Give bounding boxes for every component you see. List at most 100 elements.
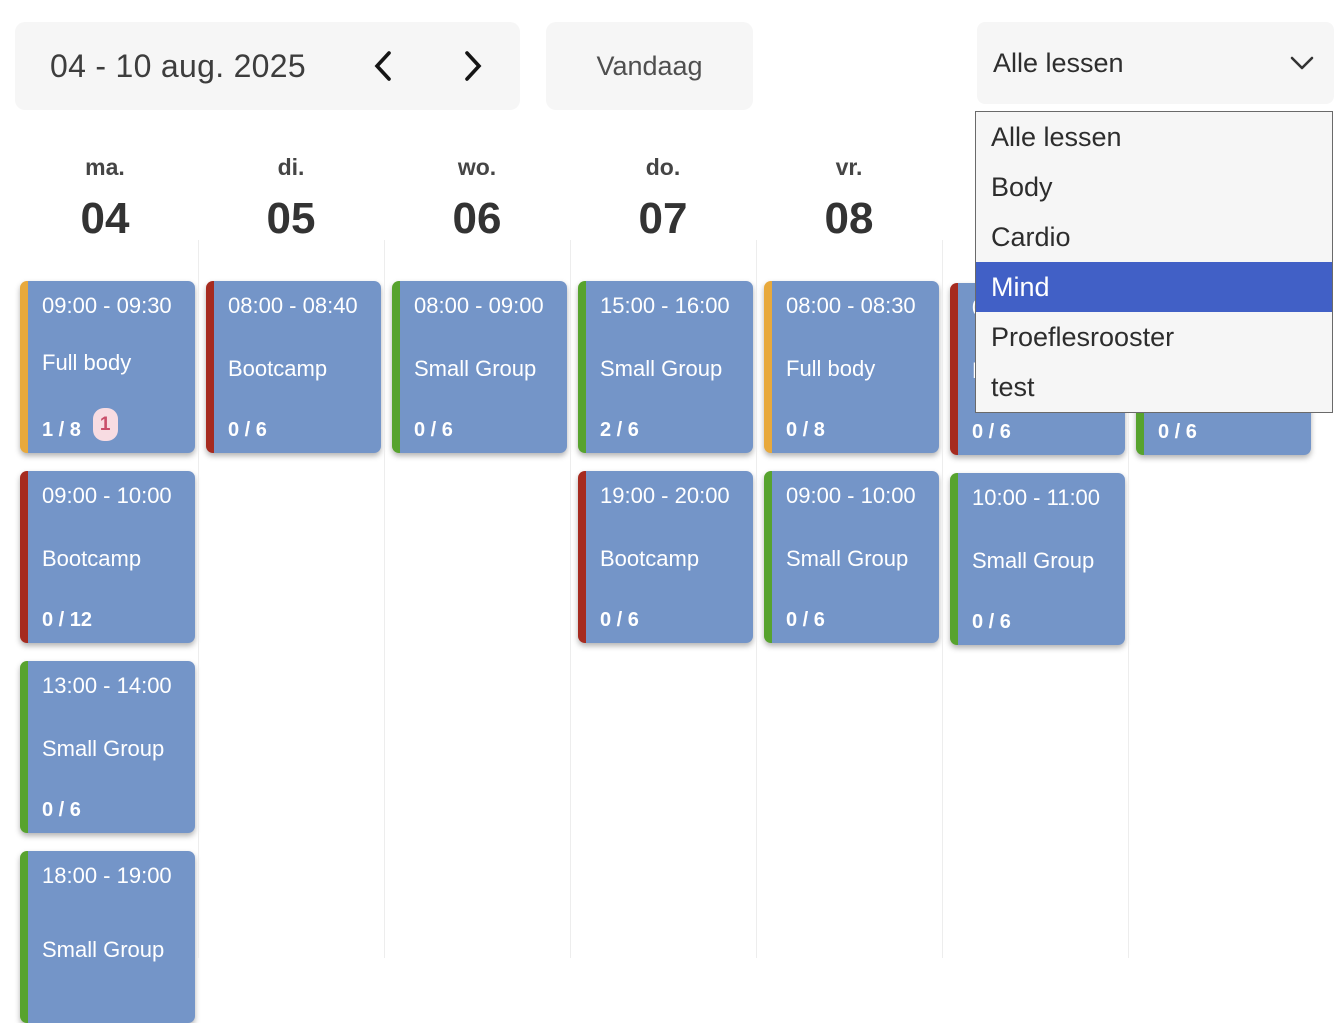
day-events: 08:00 - 08:30 Full body 0 / 8 09:00 - 10:00… [756, 261, 942, 643]
day-number: 08 [824, 194, 874, 243]
lesson-filter-dropdown: Alle lessen Body Cardio Mind Proeflesrooster… [975, 111, 1333, 413]
event-name: Bootcamp [42, 545, 142, 571]
event-time: 18:00 - 19:00 [42, 863, 172, 888]
event-capacity-row: 0 / 8 [786, 419, 931, 441]
event-card[interactable]: 08:00 - 09:00 Small Group 0 / 6 [392, 281, 567, 453]
event-time: 08:00 - 08:40 [228, 293, 358, 318]
lesson-filter-value: Alle lessen [993, 47, 1124, 78]
day-events: 08:00 - 08:40 Bootcamp 0 / 6 [198, 261, 384, 453]
event-time: 13:00 - 14:00 [42, 673, 172, 698]
day-abbr: vr. [835, 154, 863, 180]
event-name: Bootcamp [228, 355, 328, 381]
day-header: wo. 06 [384, 156, 570, 261]
booking-count-badge: 1 [92, 408, 118, 441]
event-capacity-row: 0 / 6 [972, 611, 1117, 633]
day-header: do. 07 [570, 156, 756, 261]
day-number: 05 [266, 194, 316, 243]
chevron-left-icon [373, 50, 393, 82]
filter-option-alle-lessen[interactable]: Alle lessen [991, 121, 1122, 152]
event-name: Small Group [600, 355, 723, 381]
week-navigator: 04 - 10 aug. 2025 [15, 22, 520, 110]
event-capacity: 0 / 6 [414, 419, 453, 441]
day-abbr: di. [277, 154, 305, 180]
event-time: 09:00 - 10:00 [786, 483, 916, 508]
event-name: Small Group [972, 547, 1095, 573]
chevron-right-icon [463, 50, 483, 82]
day-column: di. 05 08:00 - 08:40 Bootcamp 0 / 6 [198, 140, 384, 958]
filter-option-mind[interactable]: Mind [976, 262, 1332, 312]
event-name: Full body [786, 355, 876, 381]
event-capacity-row: 0 / 6 [414, 419, 559, 441]
event-card[interactable]: 09:00 - 09:30 Full body 1 / 8 1 [20, 281, 195, 453]
event-card[interactable]: 15:00 - 16:00 Small Group 2 / 6 [578, 281, 753, 453]
event-card[interactable]: 19:00 - 20:00 Bootcamp 0 / 6 [578, 471, 753, 643]
event-capacity: 2 / 6 [600, 419, 639, 441]
event-time: 08:00 - 08:30 [786, 293, 916, 318]
filter-option-cardio[interactable]: Cardio [991, 221, 1071, 252]
event-capacity: 0 / 6 [786, 609, 825, 631]
day-column: wo. 06 08:00 - 09:00 Small Group 0 / 6 [384, 140, 570, 958]
day-number: 07 [638, 194, 688, 243]
event-name: Bootcamp [600, 545, 700, 571]
event-capacity-row: 0 / 6 [600, 609, 745, 631]
event-capacity-row: 0 / 6 [42, 799, 187, 821]
day-header: di. 05 [198, 156, 384, 261]
event-name: Small Group [414, 355, 537, 381]
day-events: 09:00 - 09:30 Full body 1 / 8 1 09:00 - 10:0… [12, 261, 198, 1023]
day-header: ma. 04 [12, 156, 198, 261]
day-column: vr. 08 08:00 - 08:30 Full body 0 / 8 09:00 - … [756, 140, 942, 958]
day-column: ma. 04 09:00 - 09:30 Full body 1 / 8 1 09:00 -… [12, 140, 198, 1023]
filter-option-proeflesrooster[interactable]: Proeflesrooster [991, 321, 1175, 352]
event-capacity-row: 0 / 6 [228, 419, 373, 441]
day-events: 08:00 - 09:00 Small Group 0 / 6 [384, 261, 570, 453]
event-capacity: 0 / 6 [228, 419, 267, 441]
event-name: Small Group [42, 735, 165, 761]
event-capacity: 0 / 6 [600, 609, 639, 631]
lesson-filter-select[interactable]: Alle lessen [977, 22, 1334, 104]
event-capacity-row: 0 / 6 [786, 609, 931, 631]
today-button[interactable]: Vandaag [546, 22, 753, 110]
event-capacity-row: 1 / 8 1 [42, 408, 187, 441]
event-card[interactable]: 13:00 - 14:00 Small Group 0 / 6 [20, 661, 195, 833]
event-card[interactable]: 08:00 - 08:30 Full body 0 / 8 [764, 281, 939, 453]
day-events: 15:00 - 16:00 Small Group 2 / 6 19:00 - 20:… [570, 261, 756, 643]
day-number: 06 [452, 194, 502, 243]
event-capacity: 0 / 6 [1158, 421, 1197, 443]
event-card[interactable]: 09:00 - 10:00 Bootcamp 0 / 12 [20, 471, 195, 643]
event-capacity-row: 0 / 6 [1158, 421, 1303, 443]
filter-option-test[interactable]: test [991, 371, 1035, 402]
day-number: 04 [80, 194, 130, 243]
event-time: 09:00 - 09:30 [42, 293, 172, 318]
event-name: Small Group [786, 545, 909, 571]
event-capacity: 1 / 8 [42, 419, 81, 441]
day-abbr: do. [645, 154, 681, 180]
day-header: vr. 08 [756, 156, 942, 261]
event-capacity: 0 / 6 [972, 421, 1011, 443]
day-abbr: ma. [85, 154, 125, 180]
event-card[interactable]: 10:00 - 11:00 Small Group 0 / 6 [950, 473, 1125, 645]
event-capacity-row: 2 / 6 [600, 419, 745, 441]
event-capacity: 0 / 6 [972, 611, 1011, 633]
filter-option-body[interactable]: Body [991, 171, 1053, 202]
event-capacity-row: 0 / 12 [42, 609, 187, 631]
event-time: 19:00 - 20:00 [600, 483, 730, 508]
event-name: Small Group [42, 936, 165, 962]
event-capacity: 0 / 6 [42, 799, 81, 821]
event-name: Full body [42, 350, 132, 375]
event-card[interactable]: 08:00 - 08:40 Bootcamp 0 / 6 [206, 281, 381, 453]
day-column: do. 07 15:00 - 16:00 Small Group 2 / 6 19:00 … [570, 140, 756, 958]
event-capacity: 0 / 12 [42, 609, 93, 631]
next-week-button[interactable] [445, 36, 501, 96]
prev-week-button[interactable] [355, 36, 411, 96]
day-abbr: wo. [457, 154, 497, 180]
chevron-down-icon [1290, 56, 1314, 70]
event-time: 08:00 - 09:00 [414, 293, 544, 318]
event-time: 09:00 - 10:00 [42, 483, 172, 508]
event-time: 15:00 - 16:00 [600, 293, 730, 318]
event-card[interactable]: 09:00 - 10:00 Small Group 0 / 6 [764, 471, 939, 643]
week-range-label: 04 - 10 aug. 2025 [50, 47, 306, 84]
event-time: 10:00 - 11:00 [972, 485, 1101, 510]
event-card[interactable]: 18:00 - 19:00 Small Group [20, 851, 195, 1023]
event-capacity: 0 / 8 [786, 419, 825, 441]
event-capacity-row: 0 / 6 [972, 421, 1117, 443]
